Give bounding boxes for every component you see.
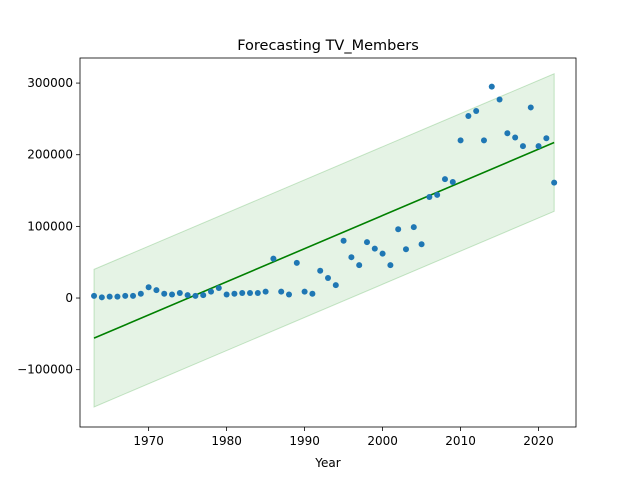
data-point xyxy=(519,143,526,150)
data-point xyxy=(434,191,441,198)
data-point xyxy=(262,288,269,295)
data-point xyxy=(348,254,355,261)
data-point xyxy=(371,245,378,252)
data-point xyxy=(254,290,261,297)
data-point xyxy=(145,284,152,291)
data-point xyxy=(231,290,238,297)
data-point xyxy=(301,288,308,295)
x-tick-label: 1980 xyxy=(211,434,242,448)
data-point xyxy=(309,290,316,297)
y-axis-ticks: −100000 0 100000 200000 300000 xyxy=(17,76,80,377)
trend-line xyxy=(93,141,555,339)
data-point xyxy=(332,282,339,289)
data-point xyxy=(278,288,285,295)
y-tick-label: 0 xyxy=(65,291,73,305)
y-tick-label: −100000 xyxy=(17,363,73,377)
x-tick-label: 2020 xyxy=(523,434,554,448)
x-tick-label: 2000 xyxy=(367,434,398,448)
data-point xyxy=(457,137,464,144)
data-point xyxy=(153,287,160,294)
data-point xyxy=(91,292,98,299)
data-point xyxy=(293,259,300,266)
data-point xyxy=(426,194,433,201)
x-axis-label: Year xyxy=(314,456,340,470)
x-tick-label: 2010 xyxy=(445,434,476,448)
data-point xyxy=(122,292,129,299)
data-point xyxy=(379,250,386,257)
data-point xyxy=(161,290,168,297)
data-point xyxy=(551,179,558,186)
data-point xyxy=(130,292,137,299)
data-point xyxy=(176,290,183,297)
data-point xyxy=(184,292,191,299)
trend-line-layer xyxy=(93,141,555,339)
data-point xyxy=(340,237,347,244)
data-point xyxy=(480,137,487,144)
data-point xyxy=(402,246,409,253)
data-point xyxy=(200,292,207,299)
x-axis-ticks: 1970 1980 1990 2000 2010 2020 xyxy=(133,427,554,448)
data-point xyxy=(169,291,176,298)
data-point xyxy=(98,294,105,301)
data-point xyxy=(247,290,254,297)
data-point xyxy=(441,176,448,183)
data-point xyxy=(325,274,331,281)
data-point xyxy=(192,292,199,299)
data-point xyxy=(449,178,456,185)
data-point xyxy=(488,83,495,90)
y-tick-label: 200000 xyxy=(27,148,73,162)
data-point xyxy=(356,262,363,269)
data-point xyxy=(527,104,534,111)
data-point xyxy=(387,262,394,269)
data-point xyxy=(543,135,550,142)
data-point xyxy=(535,143,542,150)
data-point xyxy=(223,291,230,298)
x-tick-label: 1990 xyxy=(289,434,320,448)
data-point xyxy=(418,241,425,248)
y-tick-label: 100000 xyxy=(27,219,73,233)
data-point xyxy=(473,108,480,115)
data-point xyxy=(363,239,370,246)
plot-frame xyxy=(79,57,577,428)
data-point xyxy=(137,290,144,297)
data-point xyxy=(208,288,215,295)
data-point xyxy=(504,130,511,137)
y-tick-label: 300000 xyxy=(27,76,73,90)
data-point xyxy=(395,226,402,233)
data-points-layer xyxy=(91,83,558,301)
chart-title: Forecasting TV_Members xyxy=(237,38,419,54)
data-point xyxy=(512,134,519,141)
data-point xyxy=(496,96,503,103)
data-point xyxy=(317,267,324,274)
x-tick-label: 1970 xyxy=(133,434,164,448)
data-point xyxy=(286,291,293,298)
data-point xyxy=(106,293,113,300)
data-point xyxy=(410,224,417,231)
data-point xyxy=(215,284,222,291)
data-point xyxy=(270,255,277,262)
data-point xyxy=(465,113,472,120)
data-point xyxy=(239,290,246,297)
data-point xyxy=(114,293,121,300)
